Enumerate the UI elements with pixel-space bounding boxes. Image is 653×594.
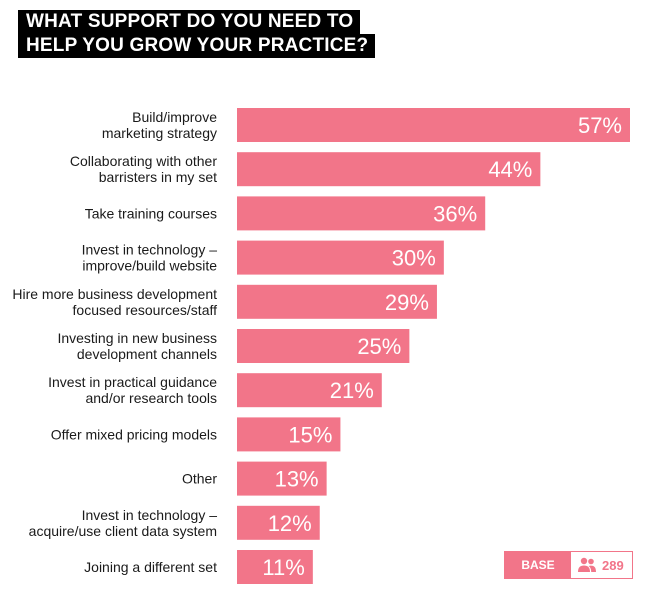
value-label-1: 44% xyxy=(488,157,532,182)
category-label-8: Other xyxy=(182,471,217,487)
value-label-5: 25% xyxy=(357,334,401,359)
value-label-10: 11% xyxy=(262,555,304,580)
bar-6 xyxy=(237,373,382,408)
value-label-6: 21% xyxy=(330,378,374,403)
category-label-1: Collaborating with other barristers in my… xyxy=(70,153,217,185)
category-label-4: Hire more business development focused re… xyxy=(12,286,217,318)
bar-8 xyxy=(237,461,327,496)
category-label-2: Take training courses xyxy=(85,205,217,221)
category-label-10: Joining a different set xyxy=(84,559,217,575)
value-label-3: 30% xyxy=(392,246,436,271)
value-label-2: 36% xyxy=(433,201,477,226)
base-count: 289 xyxy=(602,557,624,573)
title-line-2: HELP YOU GROW YOUR PRACTICE? xyxy=(18,34,376,58)
category-label-6: Invest in practical guidance and/or resea… xyxy=(48,374,217,406)
value-label-8: 13% xyxy=(275,467,319,492)
bar-10 xyxy=(237,550,313,584)
chart-title: WHAT SUPPORT DO YOU NEED TO HELP YOU GRO… xyxy=(18,10,376,58)
bar-5 xyxy=(237,329,410,363)
bar-4 xyxy=(237,284,437,319)
bar-2 xyxy=(237,196,486,231)
base-count-group: 289 xyxy=(571,552,632,578)
value-label-9: 12% xyxy=(268,511,312,536)
value-label-0: 57% xyxy=(578,113,622,138)
category-label-9: Invest in technology – acquire/use client… xyxy=(29,507,218,539)
category-label-5: Investing in new business development cha… xyxy=(57,330,217,362)
category-label-3: Invest in technology – improve/build webs… xyxy=(82,242,218,274)
value-label-4: 29% xyxy=(385,290,429,315)
bar-0 xyxy=(237,108,630,142)
category-label-7: Offer mixed pricing models xyxy=(51,426,217,442)
bar-7 xyxy=(237,417,341,452)
value-label-7: 15% xyxy=(288,422,332,447)
bar-9 xyxy=(237,505,320,540)
bar-1 xyxy=(237,152,541,187)
base-badge: BASE 289 xyxy=(504,551,633,579)
people-icon xyxy=(578,557,596,572)
category-label-0: Build/improve marketing strategy xyxy=(102,109,217,141)
base-label: BASE xyxy=(505,552,571,578)
title-line-1: WHAT SUPPORT DO YOU NEED TO xyxy=(18,10,361,34)
bar-3 xyxy=(237,240,444,275)
